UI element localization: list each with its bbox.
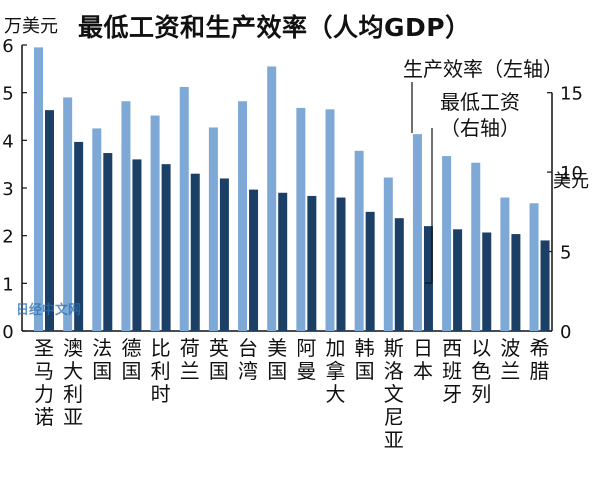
category-label: 法国 <box>92 336 112 383</box>
left-tick-label: 2 <box>2 227 13 248</box>
bar-minimum-wage <box>249 189 259 331</box>
bar-productivity <box>296 107 306 331</box>
right-axis-unit-label: 美元 <box>553 171 589 192</box>
bar-minimum-wage <box>540 240 550 331</box>
bar-minimum-wage <box>74 141 84 331</box>
bar-productivity <box>325 109 335 331</box>
bar-productivity <box>471 162 481 331</box>
category-label: 以色列 <box>471 336 491 406</box>
bar-minimum-wage <box>453 229 463 331</box>
bar-productivity <box>442 156 452 331</box>
bar-productivity <box>92 128 102 331</box>
bar-minimum-wage <box>45 110 54 332</box>
bar-productivity <box>500 197 510 331</box>
bar-productivity <box>179 86 189 332</box>
bar-productivity <box>412 134 422 331</box>
bar-productivity <box>238 101 248 331</box>
bar-minimum-wage <box>190 173 200 331</box>
category-label: 美国 <box>267 336 287 383</box>
bar-productivity <box>208 127 218 331</box>
bar-minimum-wage <box>132 159 142 331</box>
bar-minimum-wage <box>219 178 229 331</box>
legend-label-wage-axis: （右轴） <box>440 116 520 140</box>
category-label: 澳大利亚 <box>63 336 83 429</box>
bar-productivity <box>529 203 539 331</box>
right-tick-label: 10 <box>560 163 583 184</box>
category-label: 希腊 <box>530 336 550 383</box>
left-tick-label: 6 <box>2 36 13 57</box>
bar-productivity <box>150 115 160 332</box>
right-tick-label: 5 <box>560 243 571 264</box>
bar-productivity <box>121 101 131 331</box>
watermark: 日经中文网 <box>16 302 81 318</box>
left-axis-unit-label: 万美元 <box>4 16 58 37</box>
category-label: 比利时 <box>151 336 171 406</box>
bar-productivity <box>354 150 364 331</box>
category-label: 加拿大 <box>326 336 346 406</box>
category-label: 台湾 <box>238 336 258 383</box>
left-tick-label: 0 <box>2 322 13 343</box>
bar-minimum-wage <box>336 197 346 331</box>
category-label: 西班牙 <box>442 336 462 406</box>
bar-productivity <box>267 66 277 331</box>
bar-minimum-wage <box>482 232 492 331</box>
bar-productivity <box>63 97 73 331</box>
category-label: 德国 <box>121 336 141 383</box>
bar-minimum-wage <box>307 195 317 331</box>
bar-minimum-wage <box>394 218 404 331</box>
bar-minimum-wage <box>423 226 433 331</box>
category-label: 斯洛文尼亚 <box>384 336 404 452</box>
bar-minimum-wage <box>161 164 171 331</box>
left-tick-label: 4 <box>2 131 13 152</box>
bar-minimum-wage <box>511 234 521 331</box>
category-label: 韩国 <box>355 336 375 383</box>
legend-label-wage: 最低工资 <box>440 90 520 114</box>
left-tick-label: 3 <box>2 179 13 200</box>
bar-minimum-wage <box>365 211 375 331</box>
category-label: 荷兰 <box>180 336 200 383</box>
right-tick-label: 0 <box>560 322 571 343</box>
bar-minimum-wage <box>103 153 113 331</box>
category-label: 日本 <box>413 336 433 383</box>
category-label: 阿曼 <box>296 336 316 383</box>
left-tick-label: 1 <box>2 274 13 295</box>
category-label: 英国 <box>209 336 229 383</box>
legend-label-productivity: 生产效率（左轴） <box>403 57 563 81</box>
category-label: 波兰 <box>500 336 520 383</box>
bar-minimum-wage <box>278 192 288 331</box>
right-tick-label: 15 <box>560 84 583 105</box>
category-label: 圣马力诺 <box>34 336 54 429</box>
chart-title: 最低工资和生产效率（人均GDP） <box>78 13 471 42</box>
left-tick-label: 5 <box>2 84 13 105</box>
bar-productivity <box>34 47 43 332</box>
bar-productivity <box>383 177 393 331</box>
